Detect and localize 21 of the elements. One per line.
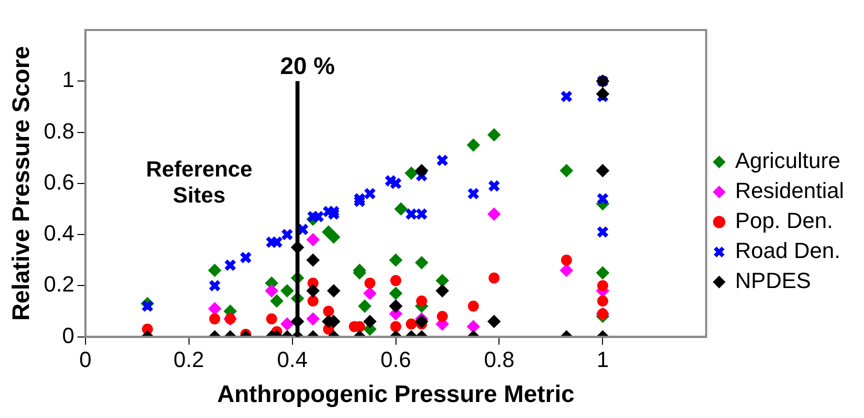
legend-label: Agriculture [735, 148, 840, 174]
x-tick-label: 0.2 [174, 347, 204, 372]
legend-label: NPDES [735, 268, 811, 294]
x-tick-label: 0.8 [484, 347, 515, 372]
y-tick-label: 1 [62, 67, 74, 92]
y-tick-label: 0.6 [44, 169, 74, 194]
legend-label: Road Den. [735, 238, 840, 264]
y-tick-label: 0.4 [44, 220, 74, 246]
x-axis-title: Anthropogenic Pressure Metric [217, 381, 574, 408]
y-tick-label: 0 [62, 322, 74, 348]
annotation: Reference Sites [146, 156, 252, 208]
y-tick-label: 0.8 [44, 118, 74, 144]
x-tick-label: 1 [596, 347, 609, 372]
y-axis-title: Relative Pressure Score [8, 46, 36, 321]
annotation: 20 % [280, 52, 335, 80]
legend-label: Pop. Den. [735, 208, 834, 234]
legend-label: Residential [735, 178, 844, 204]
x-tick-label: 0.6 [380, 347, 412, 372]
y-tick-label: 0.2 [44, 272, 74, 297]
x-tick-label: 0 [79, 347, 92, 372]
x-tick-label: 0.4 [277, 347, 308, 372]
